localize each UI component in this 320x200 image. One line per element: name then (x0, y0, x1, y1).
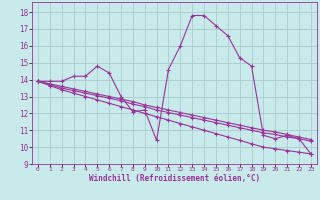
X-axis label: Windchill (Refroidissement éolien,°C): Windchill (Refroidissement éolien,°C) (89, 174, 260, 183)
